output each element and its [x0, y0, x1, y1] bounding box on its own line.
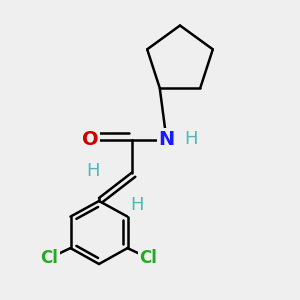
Text: N: N	[158, 130, 175, 149]
Text: H: H	[86, 162, 100, 180]
Text: Cl: Cl	[40, 249, 58, 267]
Text: Cl: Cl	[140, 249, 158, 267]
Text: H: H	[185, 130, 198, 148]
Text: H: H	[130, 196, 143, 214]
Text: O: O	[82, 130, 98, 149]
